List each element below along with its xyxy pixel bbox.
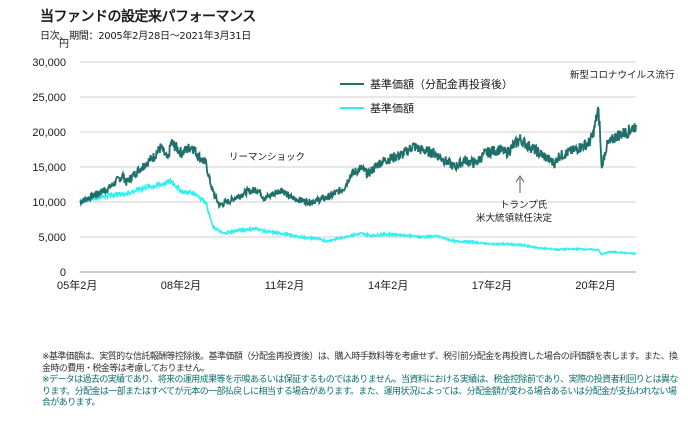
y-tick-label: 20,000 (32, 127, 66, 139)
annotation-arrow (515, 175, 525, 193)
y-axis-unit: 円 (59, 39, 69, 50)
legend-label-reinvested: 基準価額（分配金再投資後） (370, 77, 513, 91)
annotation-trump: トランプ氏 (500, 200, 548, 211)
chart-title: 当ファンドの設定来パフォーマンス (40, 9, 256, 25)
y-tick-label: 15,000 (32, 162, 66, 174)
y-tick-label: 25,000 (32, 92, 66, 104)
performance-chart: 0 5,000 10,000 15,000 20,000 25,000 30,000 05年… (32, 39, 675, 292)
x-tick-label: 05年2月 (57, 278, 97, 292)
y-tick-label: 30,000 (32, 57, 66, 69)
gridlines (80, 61, 636, 273)
legend: 基準価額（分配金再投資後） 基準価額 (340, 77, 513, 115)
series-reinvested-line (79, 106, 637, 209)
annotation-lehman-shock: リーマンショック (229, 152, 305, 163)
y-tick-label: 0 (60, 267, 66, 279)
y-tick-label: 5,000 (38, 232, 66, 244)
legend-label-nav: 基準価額 (370, 101, 414, 115)
annotation-covid: 新型コロナウイルス流行 (570, 69, 675, 81)
x-tick-label: 11年2月 (265, 278, 305, 292)
x-tick-label: 08年2月 (161, 278, 201, 292)
y-axis-ticks: 0 5,000 10,000 15,000 20,000 25,000 30,000 (32, 57, 66, 279)
y-tick-label: 10,000 (32, 197, 66, 209)
footnote-nav: ※基準価額は、実質的な信託報酬等控除後。基準価額（分配金再投資後）は、購入時手数… (42, 352, 678, 374)
chart-subtitle: 日次、期間：2005年2月28日～2021年3月31日 (40, 31, 251, 42)
x-tick-label: 20年2月 (575, 278, 615, 292)
x-axis-ticks: 05年2月 08年2月 11年2月 14年2月 17年2月 20年2月 (57, 278, 616, 292)
x-tick-label: 17年2月 (472, 278, 512, 292)
annotation-trump-election: 米大統領就任決定 (476, 212, 553, 224)
series-nav-line (79, 177, 637, 256)
x-tick-label: 14年2月 (368, 278, 408, 292)
footnote-disclaimer: ※データは過去の実績であり、将来の運用成果等を示唆あるいは保証するものではありま… (42, 375, 678, 409)
footnotes: ※基準価額は、実質的な信託報酬等控除後。基準価額（分配金再投資後）は、購入時手数… (42, 352, 682, 410)
